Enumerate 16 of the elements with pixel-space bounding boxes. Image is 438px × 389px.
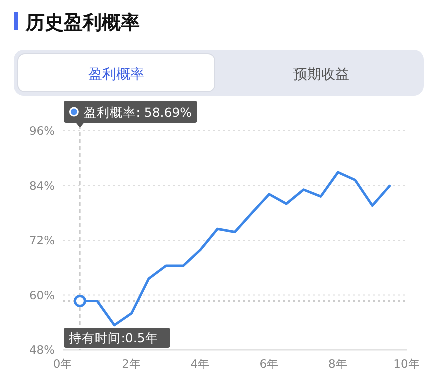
chart-title: 历史盈利概率 <box>25 12 140 34</box>
text: 盈利概率: 58.69% <box>84 105 192 120</box>
y-tick-label: 60% <box>29 288 56 302</box>
x-tick-label: 4年 <box>190 357 210 371</box>
y-tick-label: 72% <box>29 234 56 248</box>
x-tick-label: 10年 <box>394 357 420 371</box>
y-tick-label: 84% <box>29 178 56 193</box>
x-tick-label: 2年 <box>122 357 142 371</box>
annotation: 持有时间:0.5年 <box>69 330 158 346</box>
text: 预期收益 <box>294 67 350 83</box>
x-tick-label: 8年 <box>328 357 348 371</box>
text: 盈利概率 <box>88 67 144 83</box>
y-tick-label: 96% <box>29 124 56 138</box>
x-tick-label: 6年 <box>260 357 280 371</box>
y-tick-label: 48% <box>29 343 56 357</box>
x-tick-label: 0年 <box>53 357 73 371</box>
